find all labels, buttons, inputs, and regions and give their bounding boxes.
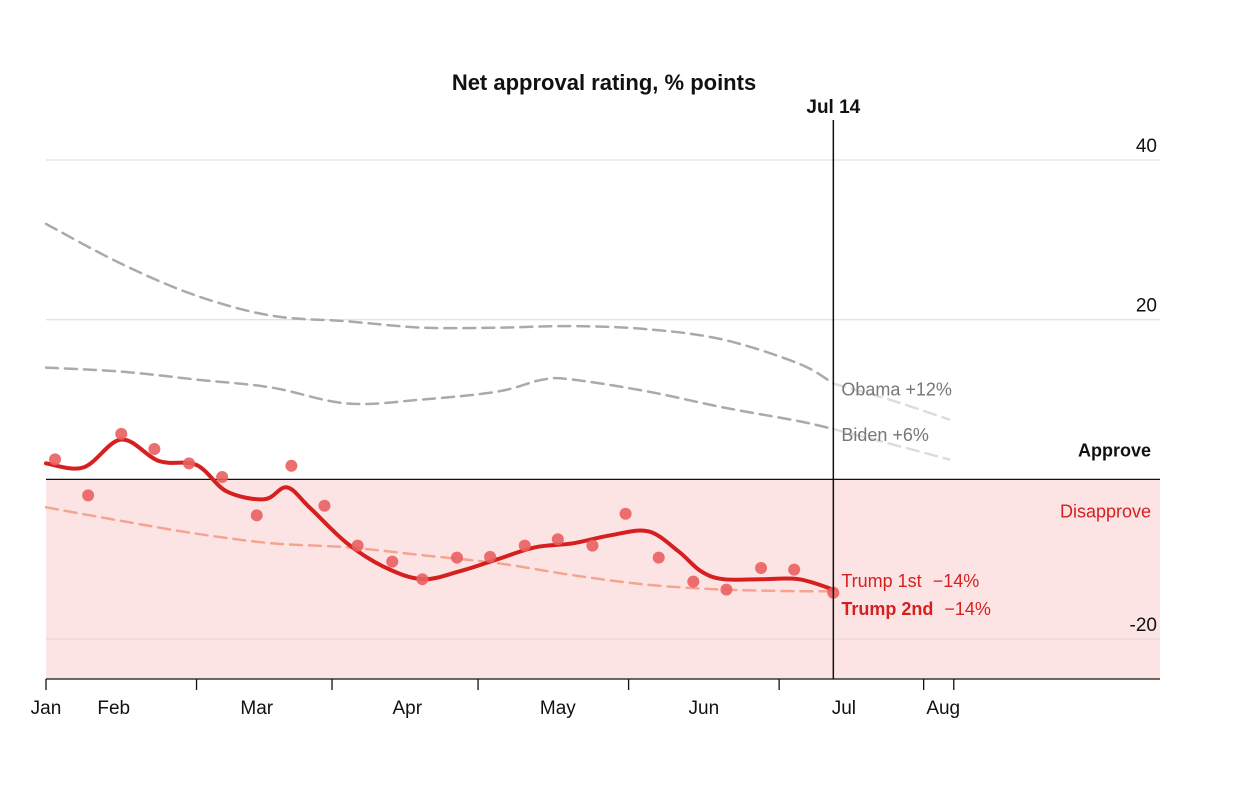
poll-point: [148, 443, 161, 456]
y-tick-label: 40: [1136, 136, 1157, 157]
trump1-end-label: Trump 1st −14%: [841, 571, 979, 591]
poll-point: [687, 575, 700, 588]
series-line-obama: [44, 222, 835, 385]
poll-point: [216, 470, 229, 483]
poll-point: [416, 573, 429, 586]
x-tick-label: Feb: [97, 698, 130, 719]
poll-point: [652, 551, 665, 564]
poll-point: [49, 453, 62, 466]
poll-point: [82, 489, 95, 502]
x-tick-label: Mar: [240, 698, 273, 719]
x-tick-label: Jan: [31, 698, 62, 719]
poll-point: [351, 539, 364, 552]
trump2-end-label: Trump 2nd −14%: [841, 599, 991, 619]
trump2-label-value: −14%: [944, 599, 991, 619]
grid-layer: 40 20 -20: [46, 136, 1160, 640]
approve-region-label: Approve: [1078, 440, 1151, 460]
x-tick-label: Apr: [393, 698, 423, 719]
disapprove-region-label: Disapprove: [1060, 501, 1151, 521]
x-axis: Jan Feb Mar Apr May Jun Jul Aug: [31, 120, 1160, 719]
y-tick-label: -20: [1130, 615, 1157, 636]
biden-end-label: Biden +6%: [841, 425, 929, 445]
poll-points: [49, 427, 840, 599]
poll-point: [386, 555, 399, 568]
poll-point: [788, 563, 801, 576]
x-tick-label: Aug: [926, 698, 960, 719]
reference-date-label: Jul 14: [806, 97, 860, 118]
x-tick-label: Jul: [832, 698, 856, 719]
poll-point: [318, 499, 331, 512]
poll-point: [285, 459, 298, 472]
poll-point: [755, 562, 768, 575]
poll-point: [720, 583, 733, 596]
poll-point: [551, 533, 564, 546]
poll-point: [450, 551, 463, 564]
series-projection-obama: [832, 382, 951, 421]
poll-point: [619, 507, 632, 520]
poll-point: [586, 539, 599, 552]
poll-point: [484, 550, 497, 563]
poll-point: [115, 427, 128, 440]
poll-point: [518, 539, 531, 552]
poll-point: [250, 509, 263, 522]
obama-end-label: Obama +12%: [841, 380, 952, 400]
chart-title: Net approval rating, % points: [452, 70, 756, 95]
poll-point: [183, 457, 196, 470]
series-projection-biden: [832, 427, 951, 461]
trump1-label-name: Trump 1st: [841, 571, 921, 591]
trump1-label-value: −14%: [933, 571, 980, 591]
trump2-label-name: Trump 2nd: [841, 599, 933, 619]
y-tick-label: 20: [1136, 296, 1157, 317]
series-line-biden: [44, 366, 835, 431]
x-tick-label: Jun: [689, 698, 720, 719]
x-tick-label: May: [540, 698, 576, 719]
